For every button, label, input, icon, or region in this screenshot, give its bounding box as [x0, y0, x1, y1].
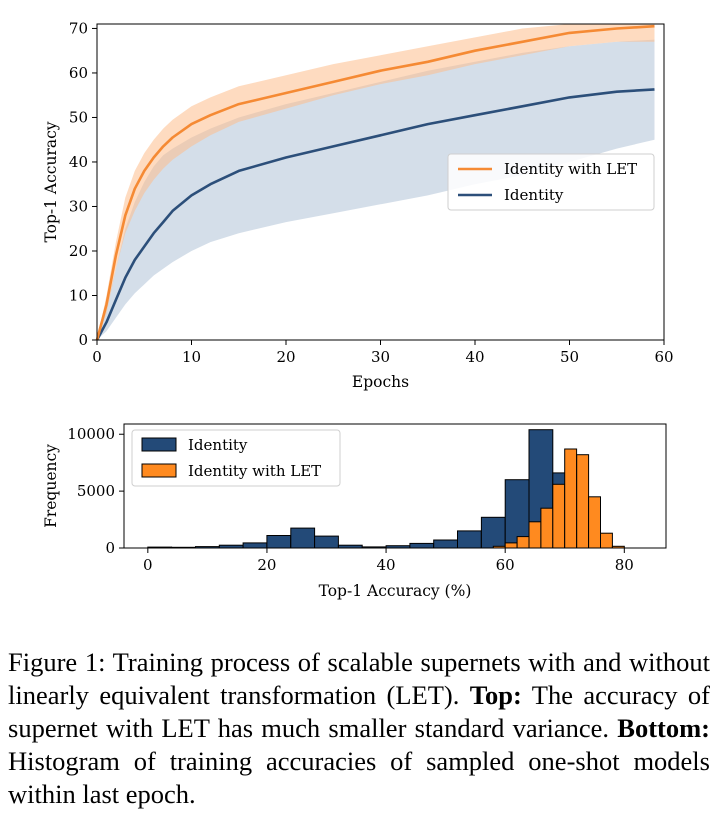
- hist-bar-identity: [314, 535, 339, 549]
- x-tick-label: 50: [560, 348, 579, 366]
- series-line-identity-with-let: [95, 24, 655, 341]
- y-axis-label: Frequency: [42, 444, 60, 528]
- hist-bar-identity-with-let: [540, 507, 554, 549]
- x-tick-label: 30: [371, 348, 390, 366]
- series-line-identity: [95, 88, 655, 341]
- y-tick-label: 50: [69, 108, 88, 126]
- legend-label: Identity: [188, 436, 248, 454]
- hist-bar-identity-with-let: [576, 454, 590, 549]
- caption-text-1: Training process of scalable supernets w…: [8, 647, 710, 710]
- hist-bar-identity-with-let: [528, 521, 542, 549]
- legend-swatch: [141, 437, 177, 452]
- legend-label: Identity with LET: [504, 160, 637, 178]
- caption-text-2: The accuracy of supernet with LET has mu…: [8, 680, 710, 743]
- hist-bar-identity: [242, 542, 268, 549]
- std-band-identity: [97, 39, 655, 340]
- caption-bottom-label: Bottom:: [617, 713, 710, 743]
- hist-bar-identity: [433, 539, 459, 549]
- figure: 0 10 20 30 40 50 60 0 10 20 30 40 50 60 70 Epochs Top-1 …: [42, 19, 674, 600]
- legend-label: Identity with LET: [188, 462, 321, 480]
- x-tick-label: 60: [496, 556, 515, 574]
- x-tick-label: 60: [654, 348, 673, 366]
- top-line-chart: 0 10 20 30 40 50 60 0 10 20 30 40 50 60 70 Epochs Top-1 …: [42, 19, 674, 391]
- y-tick-label: 60: [69, 64, 88, 82]
- y-tick-label: 10: [69, 286, 88, 304]
- x-axis-label: Epochs: [352, 373, 409, 391]
- y-axis-label: Top-1 Accuracy: [42, 121, 60, 242]
- y-tick-label: 10000: [67, 425, 115, 443]
- x-tick-label: 20: [257, 556, 276, 574]
- caption-text-3: Histogram of training accuracies of samp…: [8, 746, 710, 809]
- hist-bar-identity-with-let: [600, 532, 613, 549]
- hist-bar-identity: [409, 542, 435, 549]
- x-tick-label: 0: [143, 556, 153, 574]
- legend-swatch: [141, 463, 177, 478]
- y-tick-label: 20: [69, 242, 88, 260]
- legend-box: [131, 429, 341, 487]
- x-tick-label: 10: [182, 348, 201, 366]
- hist-bar-identity: [290, 527, 316, 549]
- hist-bar-identity-with-let: [564, 448, 578, 549]
- hist-bar-identity-with-let: [552, 483, 566, 549]
- y-tick-label: 0: [105, 539, 115, 557]
- hist-bar-identity: [480, 516, 506, 549]
- x-tick-label: 20: [276, 348, 295, 366]
- x-tick-label: 40: [465, 348, 484, 366]
- hist-frame: [123, 423, 667, 549]
- std-band-identity-with-let: [97, 24, 655, 340]
- y-tick-label: 5000: [77, 482, 115, 500]
- y-tick-label: 70: [69, 19, 88, 37]
- bottom-histogram: 0 20 40 60 80 0 5000 10000 Top-1 Accuracy (%) Fre…: [42, 423, 667, 600]
- hist-bar-identity: [457, 530, 482, 549]
- y-tick-label: 30: [69, 197, 88, 215]
- hist-bar-identity-with-let: [504, 542, 518, 549]
- x-tick-label: 0: [92, 348, 102, 366]
- legend-label: Identity: [504, 186, 564, 204]
- hist-bar-identity-with-let: [516, 536, 530, 549]
- figure-caption: Figure 1: Training process of scalable s…: [8, 646, 710, 811]
- hist-bar-identity-with-let: [588, 496, 601, 549]
- x-tick-label: 80: [615, 556, 634, 574]
- y-tick-label: 0: [78, 331, 88, 349]
- legend-box: [447, 153, 655, 211]
- x-tick-label: 40: [377, 556, 396, 574]
- y-tick-label: 40: [69, 153, 88, 171]
- caption-label: Figure 1:: [8, 647, 106, 677]
- caption-top-label: Top:: [469, 680, 522, 710]
- hist-bar-identity: [266, 535, 292, 549]
- x-axis-label: Top-1 Accuracy (%): [319, 582, 472, 600]
